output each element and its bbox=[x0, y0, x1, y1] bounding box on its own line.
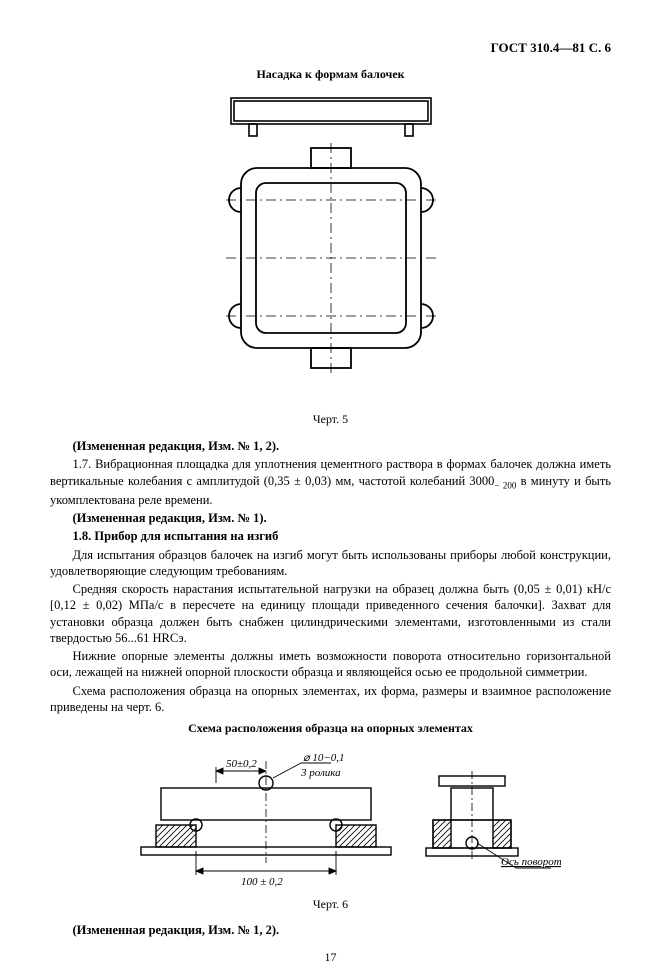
dim-50: 50±0,2 bbox=[226, 758, 257, 770]
page: ГОСТ 310.4—81 С. 6 Насадка к формам бало… bbox=[0, 0, 661, 936]
dim-axis: Ось поворота bbox=[501, 856, 561, 868]
para-1-8-b: Средняя скорость нарастания испытательно… bbox=[50, 581, 611, 646]
para-1-8-a: Для испытания образцов балочек на изгиб … bbox=[50, 547, 611, 580]
para-1-7: 1.7. Вибрационная площадка для уплотнени… bbox=[50, 456, 611, 508]
para-amend-1: (Измененная редакция, Изм. № 1). bbox=[50, 510, 611, 526]
para-1-8-d: Схема расположения образца на опорных эл… bbox=[50, 683, 611, 716]
p2-subscript: − 200 bbox=[494, 480, 516, 490]
fig6-caption: Схема расположения образца на опорных эл… bbox=[50, 721, 611, 737]
fig6-label: Черт. 6 bbox=[50, 897, 611, 913]
document-header: ГОСТ 310.4—81 С. 6 bbox=[50, 40, 611, 57]
para-amend-1-2: (Измененная редакция, Изм. № 1, 2). bbox=[50, 438, 611, 454]
figure-5-drawing bbox=[201, 88, 461, 408]
dim-100: 100 ± 0,2 bbox=[241, 876, 283, 888]
fig5-label: Черт. 5 bbox=[50, 412, 611, 428]
para-1-8-c: Нижние опорные элементы должны иметь воз… bbox=[50, 648, 611, 681]
dim-3rolika: 3 ролика bbox=[300, 767, 341, 779]
page-number: 17 bbox=[50, 950, 611, 966]
footer-amend: (Измененная редакция, Изм. № 1, 2). bbox=[50, 922, 611, 938]
figure-6-drawing: 50±0,2 ⌀ 10−0,1 3 ролика 100 ± 0,2 bbox=[101, 743, 561, 893]
para-1-8-title: 1.8. Прибор для испытания на изгиб bbox=[50, 528, 611, 544]
dim-d10: ⌀ 10−0,1 bbox=[303, 752, 345, 764]
fig5-caption: Насадка к формам балочек bbox=[50, 67, 611, 83]
